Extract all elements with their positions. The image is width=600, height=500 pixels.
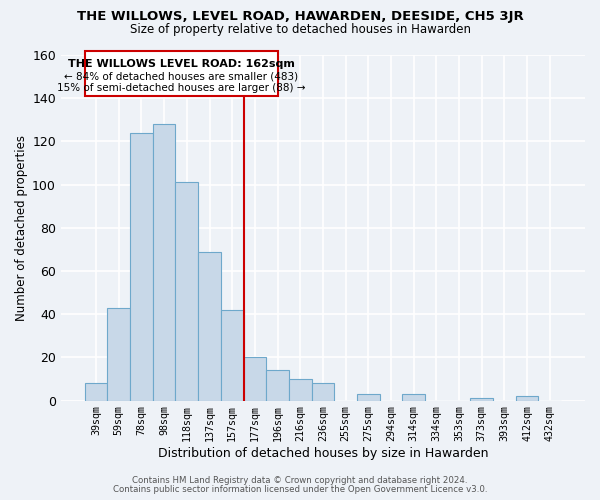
Text: THE WILLOWS LEVEL ROAD: 162sqm: THE WILLOWS LEVEL ROAD: 162sqm bbox=[68, 60, 295, 70]
Text: Contains HM Land Registry data © Crown copyright and database right 2024.: Contains HM Land Registry data © Crown c… bbox=[132, 476, 468, 485]
Bar bbox=[175, 182, 198, 400]
Bar bbox=[221, 310, 244, 400]
Text: 15% of semi-detached houses are larger (88) →: 15% of semi-detached houses are larger (… bbox=[57, 83, 305, 93]
Bar bbox=[244, 358, 266, 401]
Y-axis label: Number of detached properties: Number of detached properties bbox=[15, 135, 28, 321]
Bar bbox=[289, 379, 311, 400]
Bar bbox=[153, 124, 175, 400]
Bar bbox=[85, 384, 107, 400]
X-axis label: Distribution of detached houses by size in Hawarden: Distribution of detached houses by size … bbox=[158, 447, 488, 460]
Text: Size of property relative to detached houses in Hawarden: Size of property relative to detached ho… bbox=[130, 22, 470, 36]
Bar bbox=[266, 370, 289, 400]
Bar bbox=[107, 308, 130, 400]
Bar bbox=[198, 252, 221, 400]
Bar bbox=[311, 384, 334, 400]
Text: Contains public sector information licensed under the Open Government Licence v3: Contains public sector information licen… bbox=[113, 485, 487, 494]
Bar bbox=[130, 133, 153, 400]
Bar bbox=[357, 394, 380, 400]
Bar bbox=[85, 50, 278, 96]
Bar bbox=[470, 398, 493, 400]
Bar bbox=[403, 394, 425, 400]
Bar bbox=[516, 396, 538, 400]
Text: THE WILLOWS, LEVEL ROAD, HAWARDEN, DEESIDE, CH5 3JR: THE WILLOWS, LEVEL ROAD, HAWARDEN, DEESI… bbox=[77, 10, 523, 23]
Text: ← 84% of detached houses are smaller (483): ← 84% of detached houses are smaller (48… bbox=[64, 71, 298, 81]
